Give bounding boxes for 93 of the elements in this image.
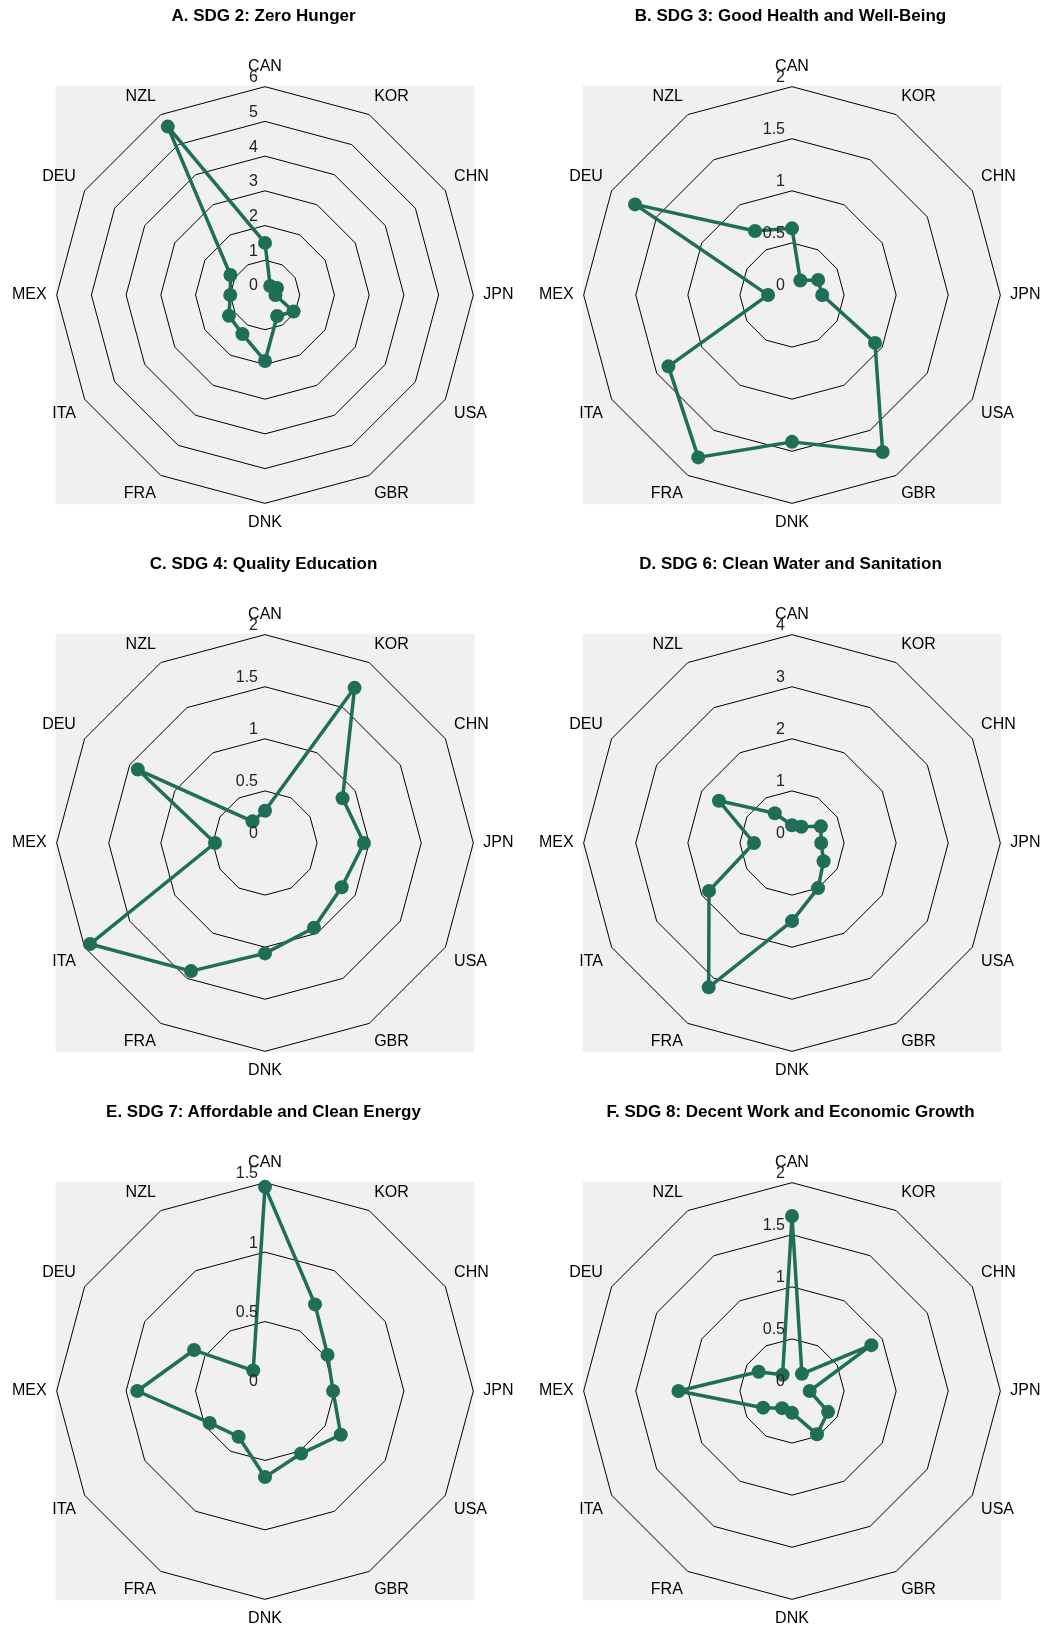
spoke-label: FRA xyxy=(123,1032,157,1050)
spoke-label: MEX xyxy=(539,1381,574,1399)
spoke-label: DEU xyxy=(42,714,76,732)
spoke-label: NZL xyxy=(125,86,156,104)
chart-title: A. SDG 2: Zero Hunger xyxy=(171,5,356,25)
spoke-label: DNK xyxy=(775,1609,810,1627)
y-tick-label: 1.5 xyxy=(762,1216,786,1234)
spoke-label: DEU xyxy=(569,1262,603,1280)
spoke-label: USA xyxy=(454,404,488,422)
spoke-label: USA xyxy=(981,1500,1015,1518)
spoke-label: CHN xyxy=(981,1262,1016,1280)
spoke-label: FRA xyxy=(123,1580,157,1598)
spoke-label: ITA xyxy=(579,952,604,970)
spoke-label: KOR xyxy=(901,86,936,104)
spoke-label: USA xyxy=(981,952,1015,970)
chart-title: F. SDG 8: Decent Work and Economic Growth xyxy=(606,1101,975,1121)
spoke-label: MEX xyxy=(539,833,574,851)
spoke-label: JPN xyxy=(483,1381,514,1399)
spoke-label: GBR xyxy=(374,1032,409,1050)
chart-title: B. SDG 3: Good Health and Well-Being xyxy=(634,5,947,25)
y-tick-label: 0.5 xyxy=(235,772,259,790)
y-tick-label: 2 xyxy=(776,720,786,738)
y-tick-label: 1.5 xyxy=(762,120,786,138)
spoke-label: CHN xyxy=(981,714,1016,732)
spoke-label: FRA xyxy=(650,1032,684,1050)
spoke-label: KOR xyxy=(374,86,409,104)
y-tick-label: 1 xyxy=(249,720,259,738)
spoke-label: ITA xyxy=(579,404,604,422)
y-tick-label: 0 xyxy=(249,824,259,842)
spoke-label: GBR xyxy=(374,1580,409,1598)
spoke-label: FRA xyxy=(650,1580,684,1598)
spoke-label: CHN xyxy=(454,166,489,184)
spoke-label: USA xyxy=(454,952,488,970)
spoke-label: DEU xyxy=(569,714,603,732)
spoke-label: JPN xyxy=(483,285,514,303)
spoke-label: DEU xyxy=(569,166,603,184)
spoke-label: NZL xyxy=(125,1182,156,1200)
y-tick-label: 0 xyxy=(776,276,786,294)
spoke-label: DEU xyxy=(42,166,76,184)
spoke-label: NZL xyxy=(125,634,156,652)
y-tick-label: 2 xyxy=(249,206,259,224)
y-tick-label: 5 xyxy=(249,102,259,120)
spoke-label: NZL xyxy=(652,1182,683,1200)
y-tick-label: 1 xyxy=(249,241,259,259)
spoke-label: DNK xyxy=(775,513,810,531)
spoke-label: GBR xyxy=(901,1580,936,1598)
spoke-label: KOR xyxy=(901,634,936,652)
spoke-label: USA xyxy=(454,1500,488,1518)
y-tick-label: 0 xyxy=(249,1372,259,1390)
spoke-label: FRA xyxy=(650,484,684,502)
spoke-label: DNK xyxy=(775,1061,810,1079)
spoke-label: KOR xyxy=(374,634,409,652)
y-tick-label: 1 xyxy=(776,1268,786,1286)
y-tick-label: 0 xyxy=(249,276,259,294)
spoke-label: DEU xyxy=(42,1262,76,1280)
spoke-label: DNK xyxy=(248,1061,283,1079)
y-tick-label: 3 xyxy=(776,668,786,686)
spoke-label: ITA xyxy=(52,404,77,422)
spoke-label: MEX xyxy=(12,833,47,851)
spoke-label: GBR xyxy=(374,484,409,502)
spoke-label: FRA xyxy=(123,484,157,502)
y-tick-label: 0 xyxy=(776,824,786,842)
y-tick-label: 1 xyxy=(249,1233,259,1251)
spoke-label: CHN xyxy=(454,1262,489,1280)
spoke-label: DNK xyxy=(248,1609,283,1627)
spoke-label: KOR xyxy=(901,1182,936,1200)
y-tick-label: 4 xyxy=(249,137,259,155)
y-tick-label: 1 xyxy=(776,172,786,190)
spoke-label: MEX xyxy=(12,1381,47,1399)
y-tick-label: 3 xyxy=(249,172,259,190)
spoke-label: JPN xyxy=(1010,285,1041,303)
y-tick-label: 1 xyxy=(776,772,786,790)
chart-title: E. SDG 7: Affordable and Clean Energy xyxy=(106,1101,422,1121)
spoke-label: JPN xyxy=(1010,833,1041,851)
spoke-label: JPN xyxy=(483,833,514,851)
spoke-label: KOR xyxy=(374,1182,409,1200)
spoke-label: NZL xyxy=(652,634,683,652)
spoke-label: USA xyxy=(981,404,1015,422)
spoke-label: DNK xyxy=(248,513,283,531)
chart-title: C. SDG 4: Quality Education xyxy=(149,553,378,573)
spoke-label: GBR xyxy=(901,484,936,502)
spoke-label: CHN xyxy=(454,714,489,732)
chart-title: D. SDG 6: Clean Water and Sanitation xyxy=(639,553,942,573)
y-tick-label: 1.5 xyxy=(235,668,259,686)
spoke-label: ITA xyxy=(579,1500,604,1518)
spoke-label: NZL xyxy=(652,86,683,104)
spoke-label: MEX xyxy=(539,285,574,303)
spoke-label: MEX xyxy=(12,285,47,303)
spoke-label: ITA xyxy=(52,952,77,970)
spoke-label: ITA xyxy=(52,1500,77,1518)
spoke-label: JPN xyxy=(1010,1381,1041,1399)
spoke-label: GBR xyxy=(901,1032,936,1050)
spoke-label: CHN xyxy=(981,166,1016,184)
